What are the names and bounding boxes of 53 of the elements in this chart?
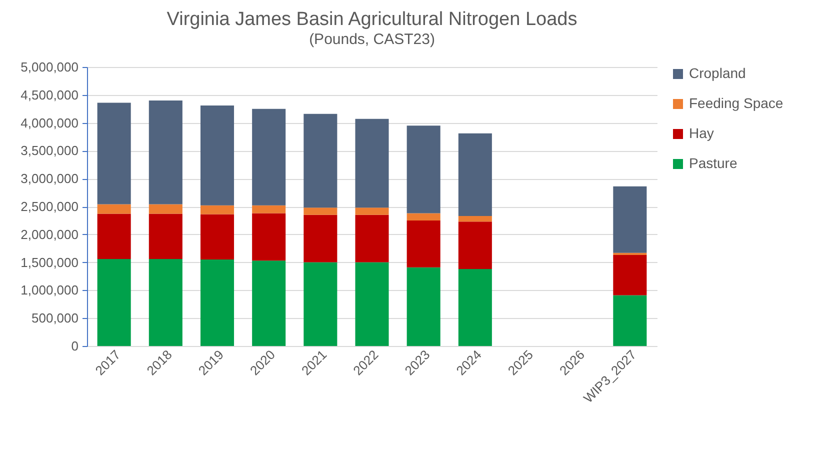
bar [613,255,647,296]
bar [406,267,440,346]
bar [97,102,131,204]
bar [97,204,131,214]
bar [355,208,389,215]
chart-subtitle: (Pounds, CAST23) [309,31,435,48]
legend-label: Hay [689,125,714,141]
bar [148,204,182,214]
bar [148,214,182,259]
bar [355,214,389,262]
bar [613,295,647,346]
bar [458,216,492,222]
bar [458,133,492,216]
bar [252,213,286,261]
bar [406,220,440,268]
bar [458,268,492,346]
bar [304,114,338,208]
bar [200,205,234,214]
bar [97,214,131,259]
legend-label: Pasture [689,155,738,171]
bar [252,205,286,214]
bar [613,186,647,253]
bar [304,214,338,262]
bar [252,260,286,346]
y-tick-label: 3,500,000 [20,143,78,158]
y-tick-label: 1,500,000 [20,254,78,270]
bar [355,262,389,346]
bar [148,100,182,204]
bar [406,213,440,220]
legend-label: Cropland [689,65,746,81]
y-tick-label: 3,000,000 [20,171,78,186]
bar [304,208,338,215]
y-tick-label: 5,000,000 [20,60,78,74]
y-tick-label: 2,500,000 [20,199,78,214]
y-tick-label: 4,000,000 [20,115,78,130]
bar [304,262,338,346]
bar [97,258,131,346]
legend-label: Feeding Space [689,95,784,111]
y-tick-label: 4,500,000 [20,87,78,102]
bar [252,108,286,206]
bar [200,260,234,346]
bar [613,252,647,256]
y-tick-label: 1,000,000 [20,282,78,298]
y-tick-label: 0 [71,338,78,354]
bar [406,126,440,214]
bar [200,214,234,260]
y-tick-label: 2,000,000 [20,226,78,242]
bar [458,222,492,269]
bar [200,106,234,206]
bar [148,258,182,346]
y-tick-label: 500,000 [32,310,78,326]
chart-title: Virginia James Basin Agricultural Nitrogen Loads [166,9,578,30]
bar [355,118,389,208]
